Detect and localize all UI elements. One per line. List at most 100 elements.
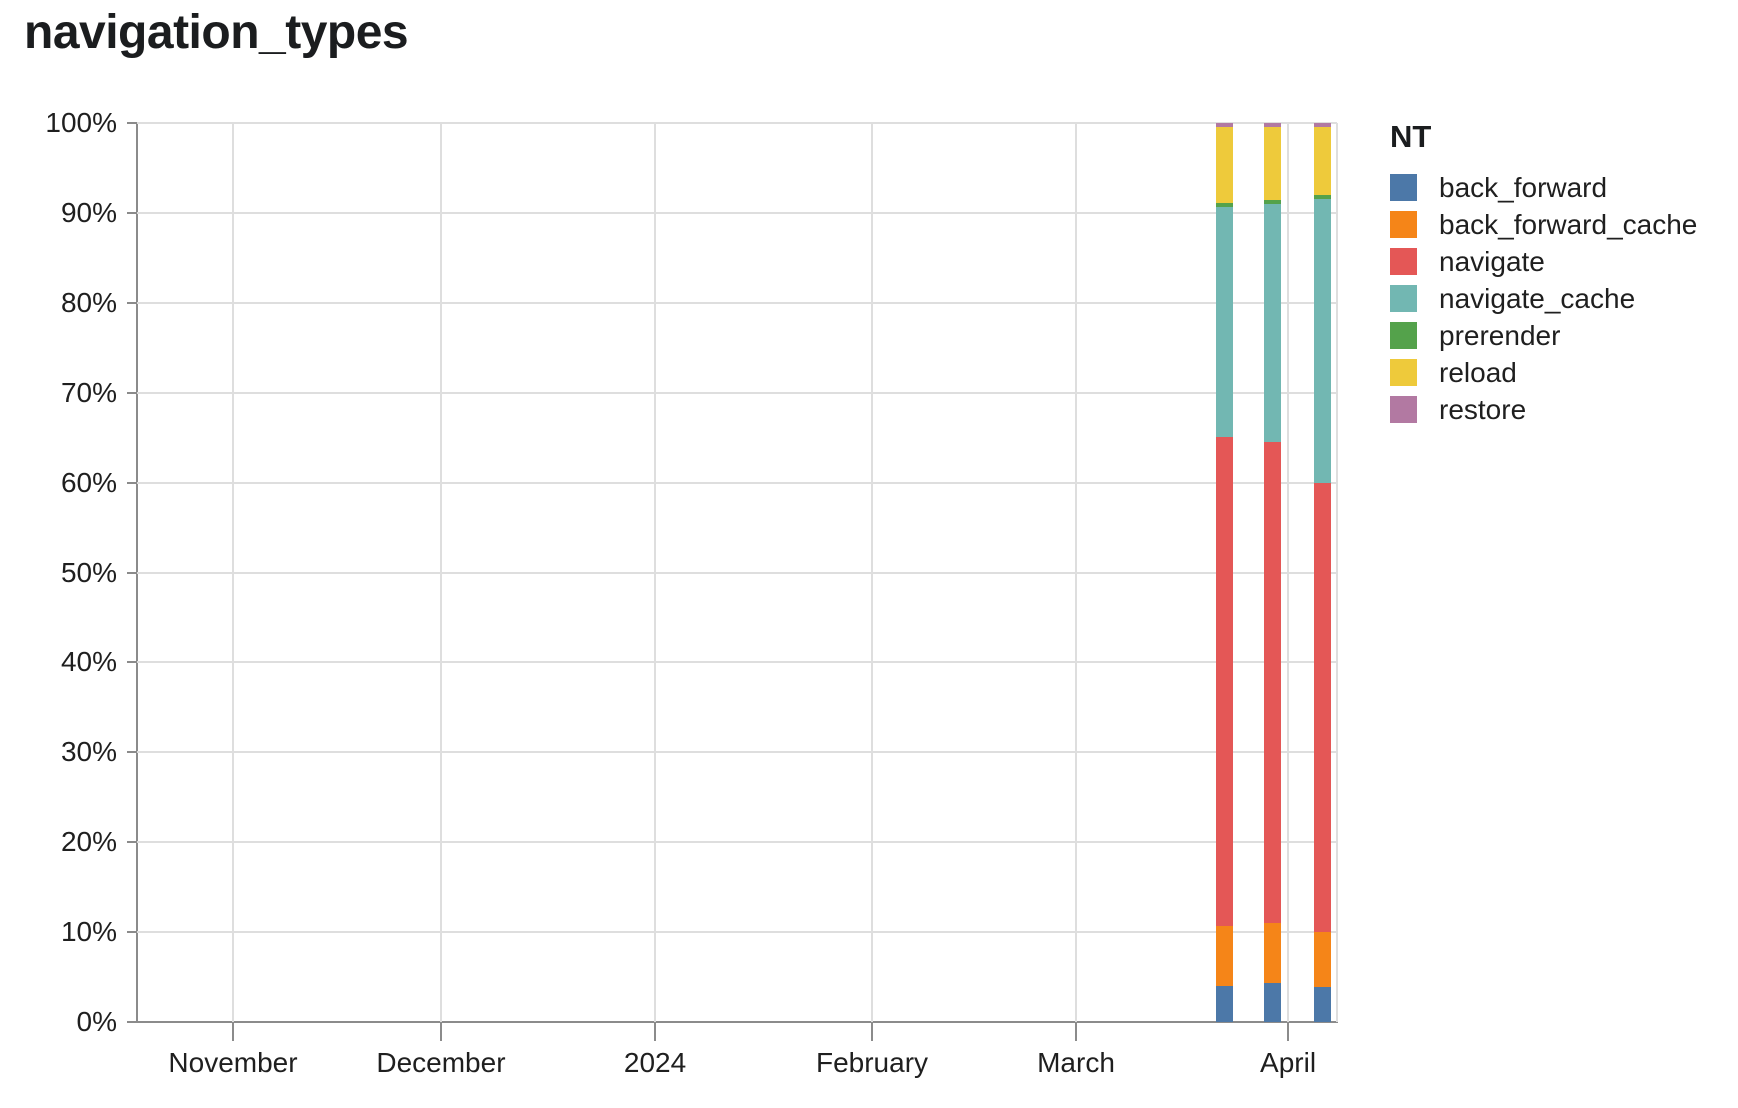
y-tick-mark bbox=[127, 931, 137, 934]
legend-title: NT bbox=[1390, 119, 1432, 154]
y-axis-label: 0% bbox=[76, 1006, 117, 1037]
legend-item-navigate: navigate bbox=[1390, 245, 1697, 277]
legend-swatch-restore bbox=[1390, 396, 1417, 423]
x-tick-mark bbox=[232, 1022, 234, 1041]
stacked-bar bbox=[1216, 123, 1234, 1022]
gridline-h bbox=[137, 751, 1337, 754]
legend-item-label: navigate bbox=[1439, 245, 1545, 277]
y-axis-label: 100% bbox=[45, 107, 117, 138]
legend-swatch-prerender bbox=[1390, 322, 1417, 349]
y-axis-label: 60% bbox=[60, 466, 117, 498]
gridline-h bbox=[137, 481, 1337, 484]
bar-segment-navigate bbox=[1264, 442, 1282, 924]
gridline-v bbox=[439, 123, 442, 1022]
bar-segment-restore bbox=[1216, 123, 1234, 127]
y-tick-mark bbox=[127, 301, 137, 304]
bar-segment-navigate_cache bbox=[1313, 198, 1331, 483]
chart-title: navigation_types bbox=[24, 6, 409, 59]
x-axis-label: December bbox=[376, 1047, 506, 1078]
x-tick-mark bbox=[439, 1022, 442, 1041]
plot-area: 0% 10% 20% 30% 40% 50% 60% 70% 80% 90% 100% Novembe… bbox=[45, 107, 1338, 1078]
legend-item-reload: reload bbox=[1390, 356, 1697, 388]
x-axis-label: February bbox=[815, 1047, 929, 1078]
bar-segment-back_forward_cache bbox=[1313, 932, 1331, 987]
bar-segment-back_forward_cache bbox=[1264, 923, 1282, 984]
gridline-h bbox=[137, 122, 1337, 124]
gridline-h bbox=[137, 391, 1337, 394]
y-tick-mark bbox=[127, 211, 137, 214]
stacked-bar bbox=[1313, 123, 1331, 1022]
bar-segment-prerender bbox=[1313, 194, 1331, 199]
legend-item-back_forward: back_forward bbox=[1390, 171, 1697, 203]
y-tick-mark bbox=[127, 122, 137, 124]
gridline-h bbox=[137, 931, 1337, 934]
legend-item-back_forward_cache: back_forward_cache bbox=[1390, 208, 1698, 240]
gridline-v bbox=[1287, 123, 1290, 1022]
gridline-h bbox=[137, 211, 1337, 214]
x-tick-mark bbox=[654, 1022, 657, 1041]
x-axis-label: April bbox=[1260, 1047, 1317, 1078]
y-tick-mark bbox=[127, 661, 137, 664]
y-axis-label: 20% bbox=[60, 826, 117, 858]
gridline-v bbox=[1075, 123, 1077, 1022]
bar-segment-navigate bbox=[1216, 436, 1234, 926]
gridline-v bbox=[871, 123, 873, 1022]
legend-item-label: prerender bbox=[1439, 319, 1561, 351]
legend-item-label: restore bbox=[1439, 393, 1527, 425]
bar-segment-reload bbox=[1216, 126, 1234, 204]
stacked-bar bbox=[1264, 123, 1282, 1022]
y-tick-mark bbox=[127, 571, 137, 574]
x-axis-label: 2024 bbox=[623, 1047, 687, 1078]
legend-swatch-navigate bbox=[1390, 248, 1417, 275]
legend-items: back_forward back_forward_cache navigate na… bbox=[1390, 171, 1698, 425]
legend-item-prerender: prerender bbox=[1390, 319, 1697, 351]
bar-segment-prerender bbox=[1216, 203, 1234, 207]
y-tick-mark bbox=[127, 391, 137, 394]
x-tick-mark bbox=[871, 1022, 873, 1041]
legend-swatch-back_forward bbox=[1390, 174, 1417, 201]
bar-segment-prerender bbox=[1264, 200, 1282, 204]
gridline-h bbox=[137, 571, 1337, 574]
legend-swatch-navigate_cache bbox=[1390, 285, 1417, 312]
gridline-h bbox=[137, 841, 1337, 844]
bar-segment-back_forward_cache bbox=[1216, 925, 1234, 987]
bar-segment-back_forward bbox=[1216, 986, 1234, 1022]
y-axis-label: 40% bbox=[60, 646, 117, 678]
legend-swatch-back_forward_cache bbox=[1390, 211, 1417, 238]
y-tick-mark bbox=[127, 481, 137, 484]
y-axis-label: 50% bbox=[60, 556, 117, 588]
bar-segment-navigate_cache bbox=[1264, 203, 1282, 443]
x-axis-line bbox=[136, 1021, 1338, 1023]
legend-item-label: back_forward bbox=[1439, 171, 1608, 203]
y-axis-label: 10% bbox=[60, 916, 117, 948]
y-tick-mark bbox=[127, 841, 137, 844]
legend-item-label: navigate_cache bbox=[1439, 282, 1636, 314]
bar-segment-navigate_cache bbox=[1216, 206, 1234, 437]
bar-segment-restore bbox=[1313, 123, 1331, 127]
y-axis-label: 30% bbox=[60, 736, 117, 768]
y-axis-label: 70% bbox=[60, 376, 117, 408]
bar-segment-back_forward bbox=[1264, 983, 1282, 1022]
gridline-v bbox=[654, 123, 657, 1022]
legend-item-label: back_forward_cache bbox=[1439, 208, 1698, 240]
legend-item-restore: restore bbox=[1390, 393, 1697, 425]
y-tick-mark bbox=[127, 751, 137, 754]
x-tick-mark bbox=[1287, 1022, 1290, 1041]
y-tick-mark bbox=[127, 1021, 137, 1023]
gridline-h bbox=[137, 301, 1337, 304]
bar-segment-reload bbox=[1313, 126, 1331, 195]
bar-segment-navigate bbox=[1313, 482, 1331, 933]
bar-segment-restore bbox=[1264, 123, 1282, 127]
x-tick-mark bbox=[1075, 1022, 1077, 1041]
legend-swatch-reload bbox=[1390, 359, 1417, 386]
bar-segment-back_forward bbox=[1313, 986, 1331, 1022]
gridline-v-end bbox=[1336, 123, 1338, 1022]
legend-item-label: reload bbox=[1439, 356, 1517, 388]
y-axis-label: 90% bbox=[60, 196, 117, 228]
x-axis-label: March bbox=[1037, 1047, 1115, 1078]
gridline-h bbox=[137, 661, 1337, 664]
x-axis-label: November bbox=[168, 1047, 298, 1078]
bar-segment-reload bbox=[1264, 126, 1282, 201]
